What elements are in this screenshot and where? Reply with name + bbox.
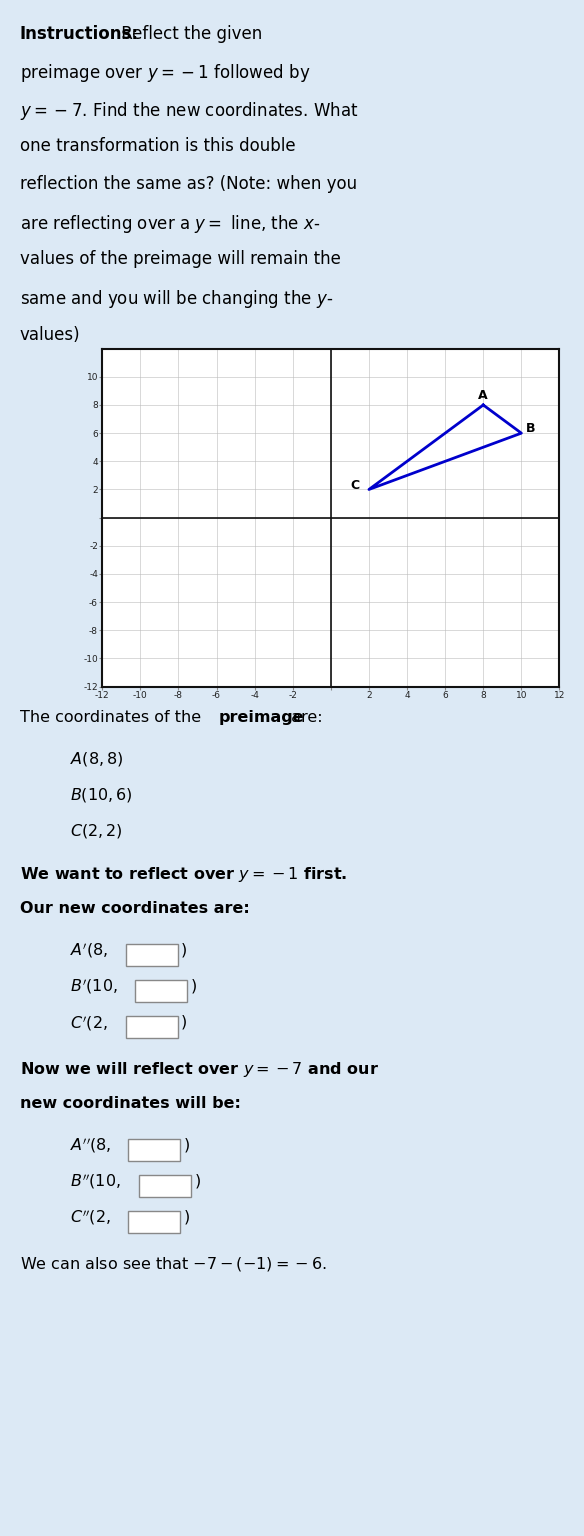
Text: one transformation is this double: one transformation is this double: [20, 137, 296, 155]
Text: $C''(2,$: $C''(2,$: [70, 1209, 111, 1227]
Text: values of the preimage will remain the: values of the preimage will remain the: [20, 250, 340, 269]
Text: reflection the same as? (Note: when you: reflection the same as? (Note: when you: [20, 175, 357, 194]
Text: $)$: $)$: [183, 1209, 190, 1226]
Text: $B''(10,$: $B''(10,$: [70, 1172, 121, 1192]
Text: $)$: $)$: [194, 1172, 201, 1190]
Text: new coordinates will be:: new coordinates will be:: [20, 1097, 241, 1111]
Text: $A(8, 8)$: $A(8, 8)$: [70, 750, 124, 768]
Text: Reflect the given: Reflect the given: [116, 25, 262, 43]
Text: We can also see that $-7-(-1)=-6$.: We can also see that $-7-(-1)=-6$.: [20, 1255, 326, 1273]
Text: $A'(8,$: $A'(8,$: [70, 942, 109, 960]
Text: $)$: $)$: [180, 1014, 187, 1031]
Text: The coordinates of the: The coordinates of the: [20, 710, 206, 725]
Text: $)$: $)$: [183, 1137, 190, 1154]
Text: $)$: $)$: [190, 977, 197, 995]
Text: $A''(8,$: $A''(8,$: [70, 1137, 112, 1155]
Text: A: A: [478, 389, 487, 402]
Text: $C(2, 2)$: $C(2, 2)$: [70, 822, 123, 840]
Text: are:: are:: [286, 710, 322, 725]
Text: are reflecting over a $y=$ line, the $x$-: are reflecting over a $y=$ line, the $x$…: [20, 212, 320, 235]
Text: C: C: [350, 479, 359, 493]
Text: Instructions:: Instructions:: [20, 25, 139, 43]
Text: Now we will reflect over $y=-7$ and our: Now we will reflect over $y=-7$ and our: [20, 1060, 379, 1080]
Text: $)$: $)$: [180, 942, 187, 958]
Text: $C'(2,$: $C'(2,$: [70, 1014, 108, 1032]
Text: values): values): [20, 326, 81, 344]
Text: We want to reflect over $y=-1$ first.: We want to reflect over $y=-1$ first.: [20, 865, 347, 885]
Text: B: B: [526, 422, 536, 435]
Text: $y=-7$. Find the new coordinates. What: $y=-7$. Find the new coordinates. What: [20, 100, 359, 121]
Text: $B'(10,$: $B'(10,$: [70, 977, 118, 997]
Text: same and you will be changing the $y$-: same and you will be changing the $y$-: [20, 287, 333, 310]
Text: $B(10, 6)$: $B(10, 6)$: [70, 786, 133, 803]
Text: preimage: preimage: [218, 710, 304, 725]
Text: Our new coordinates are:: Our new coordinates are:: [20, 902, 249, 917]
Text: preimage over $y=-1$ followed by: preimage over $y=-1$ followed by: [20, 63, 311, 84]
